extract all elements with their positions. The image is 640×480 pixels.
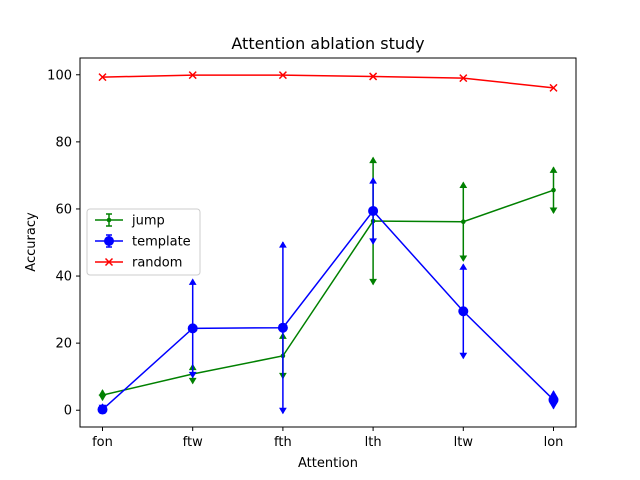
random-data-point <box>188 71 197 80</box>
y-axis-label: Accuracy <box>24 212 39 272</box>
legend-random-label: random <box>132 256 182 271</box>
template-data-point <box>368 205 379 216</box>
x-axis-label: Attention <box>298 456 358 471</box>
error-arrowhead <box>369 156 377 164</box>
legend-template-marker <box>104 236 114 246</box>
legend-jump-label: jump <box>131 214 165 229</box>
random-series-line <box>102 74 554 89</box>
axes-frame <box>79 57 577 428</box>
jump-data-point <box>100 392 105 398</box>
x-tick-label: fon <box>92 435 113 450</box>
x-tick-label: ltw <box>454 435 474 450</box>
random-data-point <box>459 74 468 83</box>
template-data-point <box>277 322 288 333</box>
y-tick-label: 60 <box>55 202 72 217</box>
legend-box <box>86 208 201 276</box>
template-data-point <box>97 404 108 415</box>
legend-jump-marker <box>106 217 112 223</box>
random-data-point <box>278 71 287 80</box>
error-arrowhead <box>369 278 377 286</box>
x-tick-label: lth <box>365 435 382 450</box>
x-tick-label: lon <box>544 435 564 450</box>
random-data-point <box>98 73 107 82</box>
chart-title: Attention ablation study <box>231 34 424 53</box>
jump-data-point <box>551 187 556 193</box>
error-arrowhead <box>369 238 377 245</box>
plot-area: fon ftw fth lth ltw lon 0 20 40 60 80 100 <box>47 57 577 450</box>
error-arrowhead <box>279 241 287 248</box>
error-arrowhead <box>549 207 558 214</box>
error-arrowhead <box>279 407 287 415</box>
y-tick-label: 100 <box>47 68 72 83</box>
error-arrowhead <box>459 352 468 360</box>
random-data-point <box>369 72 378 81</box>
legend: jump template random <box>86 208 201 276</box>
y-tick-label: 80 <box>55 135 72 150</box>
y-tick-label: 20 <box>55 337 72 352</box>
jump-data-point <box>461 219 466 225</box>
error-arrowhead <box>188 371 197 379</box>
error-arrowhead <box>549 166 558 173</box>
error-arrowhead <box>369 177 377 184</box>
error-arrowhead <box>459 181 468 188</box>
error-arrowhead <box>459 255 468 262</box>
error-arrowhead <box>188 278 197 285</box>
jump-series-line <box>102 189 554 396</box>
error-arrowhead <box>188 377 197 385</box>
random-data-point <box>549 83 558 92</box>
template-data-point <box>458 306 469 317</box>
y-tick-label: 40 <box>55 270 72 285</box>
error-arrowhead <box>459 263 468 270</box>
template-series-line <box>101 209 555 411</box>
legend-template-label: template <box>132 235 191 250</box>
y-tick-label: 0 <box>64 404 72 419</box>
x-tick-label: fth <box>274 435 292 450</box>
legend-random-marker <box>104 257 114 267</box>
x-tick-label: ftw <box>183 435 203 450</box>
template-data-point <box>187 323 198 334</box>
template-data-point <box>548 394 559 405</box>
